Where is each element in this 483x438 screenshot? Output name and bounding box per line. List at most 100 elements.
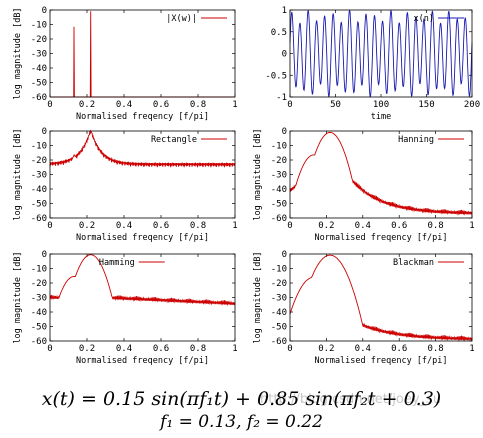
blackman-series-line <box>289 254 473 342</box>
y-tick-label: -10 <box>31 265 47 275</box>
y-tick-label: -50 <box>31 200 47 210</box>
x-tick-label: 0.4 <box>116 344 132 354</box>
y-tick-label: -30 <box>31 171 47 181</box>
x-tick-label: 0 <box>287 344 292 354</box>
signal-chart: 0 50 100 150 200 1 0.5 0 -0.5 -1 x(n) time <box>265 6 480 122</box>
x-tick-label: 0.8 <box>427 221 443 231</box>
blackman-chart: 0 0.2 0.4 0.6 0.8 1 0 -10 -20 -30 -40 -50 -60 Blackma… <box>253 250 475 366</box>
x-tick-label: 0.8 <box>190 344 206 354</box>
y-tick-label: -30 <box>31 50 47 60</box>
x-tick-label: 1 <box>469 344 474 354</box>
plot-frame <box>49 130 236 219</box>
x-axis-label: time <box>371 112 391 122</box>
legend-label: Hamming <box>99 258 135 268</box>
x-tick-label: 0.8 <box>190 221 206 231</box>
y-axis-label: log magnitude [dB] <box>13 7 23 99</box>
y-tick-label: -40 <box>31 185 47 195</box>
y-tick-label: -10 <box>271 265 287 275</box>
plot-frame <box>289 253 473 342</box>
x-axis-label: Normalised freqency [f/pi] <box>76 233 209 243</box>
frequency-formula: f₁ = 0.13, f₂ = 0.22 <box>160 412 323 432</box>
y-tick-label: -60 <box>271 214 287 224</box>
x-axis-label: Normalised freqency [f/pi] <box>314 356 447 366</box>
y-tick-label: -30 <box>31 294 47 304</box>
hanning-series-line <box>289 131 473 216</box>
y-tick-label: 1 <box>282 6 287 16</box>
x-tick-label: 1 <box>469 221 474 231</box>
plot-frame <box>289 130 473 219</box>
x-tick-label: 0.4 <box>355 344 371 354</box>
x-axis-label: Normalised freqency [f/pi] <box>76 112 209 122</box>
x-tick-label: 0 <box>287 100 292 110</box>
x-tick-label: 0 <box>287 221 292 231</box>
x-tick-label: 0.4 <box>116 100 132 110</box>
y-tick-label: -60 <box>271 337 287 347</box>
y-tick-label: 0 <box>42 250 47 260</box>
x-tick-label: 50 <box>330 100 341 110</box>
legend-label: Rectangle <box>151 135 197 145</box>
x-tick-label: 0 <box>47 221 52 231</box>
y-tick-label: -30 <box>271 294 287 304</box>
y-tick-label: -50 <box>31 79 47 89</box>
signal-formula: x(t) = 0.15 sin(πf₁t) + 0.85 sin(πf₂t + … <box>41 388 442 410</box>
y-tick-label: 0 <box>282 127 287 137</box>
y-tick-label: -0.5 <box>265 71 287 81</box>
x-tick-label: 1 <box>232 100 237 110</box>
y-tick-label: -50 <box>271 200 287 210</box>
spectrum-chart: 0 0.2 0.4 0.6 0.8 1 0 -10 -20 -30 -40 -50 -60 |X(w)| N… <box>13 6 238 122</box>
spectrum-series-line <box>50 11 235 98</box>
y-tick-label: -40 <box>31 308 47 318</box>
y-tick-label: -50 <box>271 323 287 333</box>
y-tick-label: -30 <box>271 171 287 181</box>
y-tick-label: -60 <box>31 214 47 224</box>
x-tick-label: 0.2 <box>79 221 95 231</box>
x-tick-label: 1 <box>232 221 237 231</box>
x-axis-label: Normalised freqency [f/pi] <box>314 233 447 243</box>
x-tick-label: 200 <box>464 100 480 110</box>
y-tick-label: -10 <box>31 142 47 152</box>
x-tick-label: 100 <box>373 100 389 110</box>
y-tick-label: -20 <box>31 35 47 45</box>
rectangle-series-line <box>49 129 236 168</box>
y-axis-label: log magnitude [dB] <box>13 251 23 343</box>
hanning-chart: 0 0.2 0.4 0.6 0.8 1 0 -10 -20 -30 -40 -50 -60 Hanning… <box>253 127 475 243</box>
x-tick-label: 0.6 <box>153 221 169 231</box>
x-tick-label: 0.2 <box>318 221 334 231</box>
x-tick-label: 0.8 <box>190 100 206 110</box>
y-tick-label: -40 <box>31 64 47 74</box>
y-tick-label: -60 <box>31 93 47 103</box>
y-tick-label: 0.5 <box>271 28 287 38</box>
legend-label: Hanning <box>398 135 434 145</box>
x-tick-label: 150 <box>418 100 434 110</box>
y-tick-label: -40 <box>271 185 287 195</box>
x-tick-label: 1 <box>232 344 237 354</box>
x-tick-label: 0.2 <box>79 344 95 354</box>
x-tick-label: 0.4 <box>116 221 132 231</box>
x-tick-label: 0 <box>47 100 52 110</box>
x-tick-label: 0.2 <box>318 344 334 354</box>
rectangle-chart: 0 0.2 0.4 0.6 0.8 1 0 -10 -20 -30 -40 -50 -60 Rectang… <box>13 127 238 243</box>
y-axis-label: log magnitude [dB] <box>253 128 263 220</box>
x-tick-label: 0 <box>47 344 52 354</box>
y-tick-label: -60 <box>31 337 47 347</box>
y-tick-label: -40 <box>271 308 287 318</box>
y-tick-label: -20 <box>271 279 287 289</box>
y-tick-label: 0 <box>42 127 47 137</box>
plot-frame <box>49 253 236 342</box>
plot-frame <box>49 9 236 98</box>
x-tick-label: 0.6 <box>391 344 407 354</box>
y-tick-label: 0 <box>42 6 47 16</box>
legend-label: x(n) <box>414 14 434 24</box>
legend-label: Blackman <box>393 258 434 268</box>
legend-label: |X(w)| <box>166 14 197 24</box>
signal-series-line <box>289 9 473 98</box>
hamming-series-line <box>49 254 236 306</box>
x-tick-label: 0.6 <box>391 221 407 231</box>
watermark: http://blog.csdn.net/joey_su <box>260 392 442 407</box>
y-tick-label: -20 <box>31 279 47 289</box>
y-tick-label: -20 <box>271 156 287 166</box>
x-tick-label: 0.6 <box>153 344 169 354</box>
y-tick-label: 0 <box>282 50 287 60</box>
x-tick-label: 0.6 <box>153 100 169 110</box>
y-tick-label: -10 <box>31 21 47 31</box>
